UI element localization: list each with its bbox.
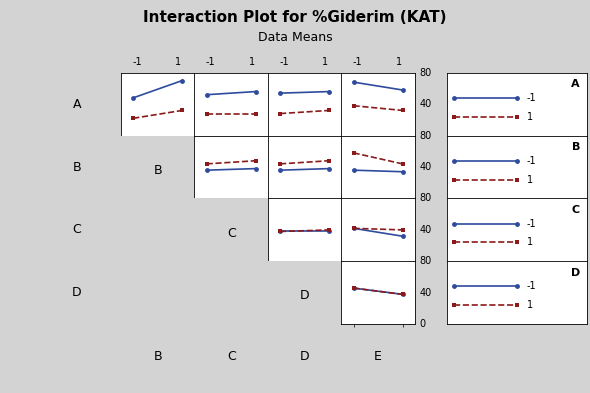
Text: C: C [572, 205, 580, 215]
Text: -1: -1 [527, 93, 536, 103]
Text: B: B [153, 163, 162, 177]
Text: -1: -1 [279, 57, 289, 67]
Text: 1: 1 [395, 57, 402, 67]
Text: 1: 1 [527, 300, 533, 310]
Text: 80: 80 [419, 193, 432, 204]
Text: -1: -1 [206, 57, 215, 67]
Text: 40: 40 [419, 99, 432, 109]
Text: 80: 80 [419, 130, 432, 141]
Text: D: D [72, 286, 81, 299]
Text: Data Means: Data Means [258, 31, 332, 44]
Text: 80: 80 [419, 256, 432, 266]
Text: D: D [300, 289, 309, 303]
Text: -1: -1 [527, 219, 536, 229]
Text: Interaction Plot for %Giderim (KAT): Interaction Plot for %Giderim (KAT) [143, 10, 447, 25]
Text: -1: -1 [353, 57, 362, 67]
Text: 1: 1 [527, 174, 533, 185]
Text: D: D [571, 268, 580, 277]
Text: 0: 0 [419, 319, 425, 329]
Text: -1: -1 [527, 281, 536, 292]
Text: C: C [227, 350, 235, 363]
Text: 1: 1 [248, 57, 255, 67]
Text: A: A [73, 97, 81, 111]
Text: 80: 80 [419, 68, 432, 78]
Text: 1: 1 [322, 57, 328, 67]
Text: D: D [300, 350, 309, 363]
Text: -1: -1 [527, 156, 536, 166]
Text: C: C [73, 223, 81, 237]
Text: A: A [572, 79, 580, 89]
Text: 1: 1 [175, 57, 181, 67]
Text: 1: 1 [527, 237, 533, 248]
Text: 40: 40 [419, 225, 432, 235]
Text: C: C [227, 226, 235, 240]
Text: -1: -1 [132, 57, 142, 67]
Text: 1: 1 [527, 112, 533, 122]
Text: B: B [572, 142, 580, 152]
Text: B: B [73, 160, 81, 174]
Text: 40: 40 [419, 162, 432, 172]
Text: 40: 40 [419, 288, 432, 298]
Text: E: E [374, 350, 382, 363]
Text: B: B [153, 350, 162, 363]
